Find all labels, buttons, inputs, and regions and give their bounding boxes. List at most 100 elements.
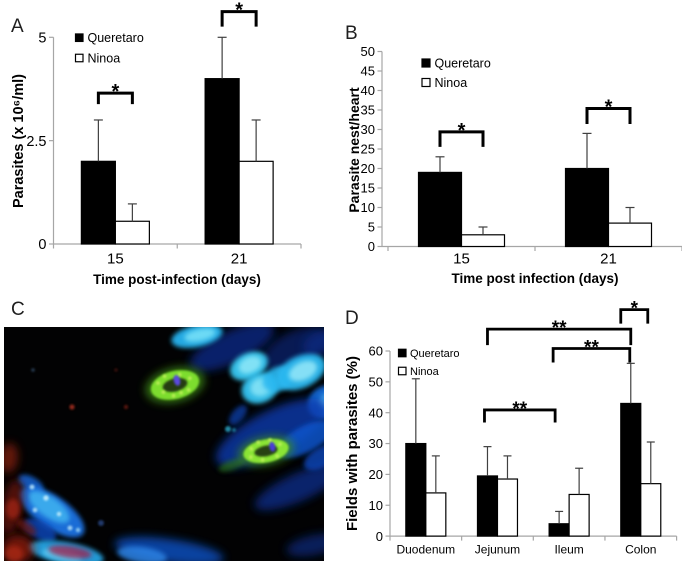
fluorescent-dot (29, 484, 35, 490)
nest-speckle (161, 390, 166, 394)
fluorescent-dot (31, 368, 35, 372)
error-bar (575, 467, 584, 495)
cell-nucleus-blob (23, 518, 57, 542)
significance-stars: * (235, 0, 243, 22)
series-ninoa (425, 441, 662, 537)
legend-swatch (397, 366, 407, 376)
nest-speckle (260, 458, 265, 462)
significance-stars: * (605, 96, 613, 118)
x-axis-title: Time post infection (days) (451, 271, 618, 286)
bracket-path (96, 91, 134, 105)
significance-bracket: * (96, 81, 134, 105)
fluorescent-dot (123, 404, 129, 410)
nest-speckle (179, 390, 183, 395)
fluorescent-dot (75, 527, 81, 533)
cell-nucleus-blob (48, 545, 92, 559)
error-bar (555, 510, 564, 524)
error-bar (127, 203, 137, 222)
panel-label-d: D (345, 308, 359, 329)
y-tick-label: 20 (369, 467, 383, 482)
cell-nucleus-blob (117, 546, 167, 561)
significance-stars: * (111, 81, 119, 103)
series-queretaro (417, 132, 610, 248)
y-tick-label: 0 (368, 239, 375, 254)
fluorescent-dot (232, 428, 236, 432)
nest-speckle (249, 455, 253, 459)
y-tick-label: 0 (376, 529, 383, 544)
legend-item-ninoa: Ninoa (397, 366, 440, 378)
bar-ninoa-duodenum (425, 492, 447, 537)
cell-nucleus-blob (286, 533, 324, 557)
y-axis-title: Parasites (x 10⁶/ml) (11, 74, 27, 208)
parasite-nest (145, 366, 205, 404)
series-ninoa (114, 119, 274, 245)
cell-nucleus-blob (6, 499, 20, 519)
nest-speckle (256, 440, 261, 445)
cell-nucleus-blob (254, 463, 324, 511)
cell-nucleus-blob (229, 405, 247, 425)
error-bar (646, 441, 655, 484)
bar-queretaro-colon (620, 402, 642, 537)
y-tick-label: 60 (369, 344, 383, 359)
significance-stars: ** (552, 318, 567, 339)
bar-ninoa-ileum (568, 493, 590, 537)
bracket-path (585, 106, 632, 124)
cell-nucleus-blob (184, 328, 216, 342)
nest-speckle (156, 381, 160, 385)
legend-swatch (421, 77, 431, 88)
nest-speckle (249, 446, 254, 451)
bar-ninoa-jejunum (496, 478, 519, 537)
y-axis-title: Fields with parasites (%) (344, 356, 361, 531)
nest-speckle (171, 393, 176, 398)
bar-queretaro-ileum (548, 523, 570, 537)
micrograph-content (4, 327, 324, 561)
error-bar (626, 362, 635, 404)
legend-swatch (421, 58, 431, 68)
cell-nucleus-blob (303, 443, 324, 471)
significance-stars: * (631, 299, 639, 320)
x-category-label: Duodenum (396, 543, 455, 557)
y-tick-label: 10 (369, 498, 383, 513)
x-category-label: 15 (453, 251, 470, 268)
fluorescent-dot (43, 495, 49, 501)
significance-stars: ** (584, 338, 599, 359)
series-queretaro (80, 36, 240, 245)
y-tick-label: 40 (361, 83, 375, 98)
legend-item-ninoa: Ninoa (421, 76, 467, 90)
y-tick-label: 30 (369, 436, 383, 451)
y-tick-label: 20 (361, 161, 375, 176)
panel-label-b: B (345, 23, 358, 44)
fluorescent-dot (32, 507, 38, 513)
bar-ninoa-15 (114, 220, 150, 245)
bar-queretaro-15 (80, 160, 116, 245)
parasite-nest (238, 436, 294, 466)
x-category-label: 15 (107, 251, 124, 268)
legend-item-queretaro: Queretaro (74, 31, 144, 45)
y-tick-label: 50 (369, 375, 383, 390)
bar-ninoa-21 (607, 222, 653, 248)
bar-queretaro-duodenum (405, 442, 427, 537)
legend-label: Queretaro (88, 31, 144, 45)
fluorescent-dot (56, 511, 62, 517)
error-bar (478, 226, 488, 235)
legend-label: Queretaro (410, 348, 460, 360)
nest-interior (162, 378, 188, 392)
bracket-path (438, 130, 485, 147)
significance-stars: ** (512, 399, 527, 420)
error-bar (93, 119, 103, 162)
y-tick-label: 25 (361, 142, 375, 157)
x-category-label: Ileum (554, 543, 583, 557)
y-tick-label: 35 (361, 103, 375, 118)
cell-nucleus-blob (189, 327, 275, 372)
x-axis-title: Time post-infection (days) (93, 272, 261, 287)
legend-label: Ninoa (88, 52, 121, 66)
cell-nucleus-blob (238, 356, 262, 374)
cell-nucleus-blob (114, 536, 224, 561)
y-tick-label: 10 (361, 200, 375, 215)
fluorescent-dot (69, 404, 75, 410)
fluorescence-micrograph (4, 327, 324, 561)
panel-label-c: C (11, 299, 25, 320)
x-category-label: Colon (625, 543, 656, 557)
